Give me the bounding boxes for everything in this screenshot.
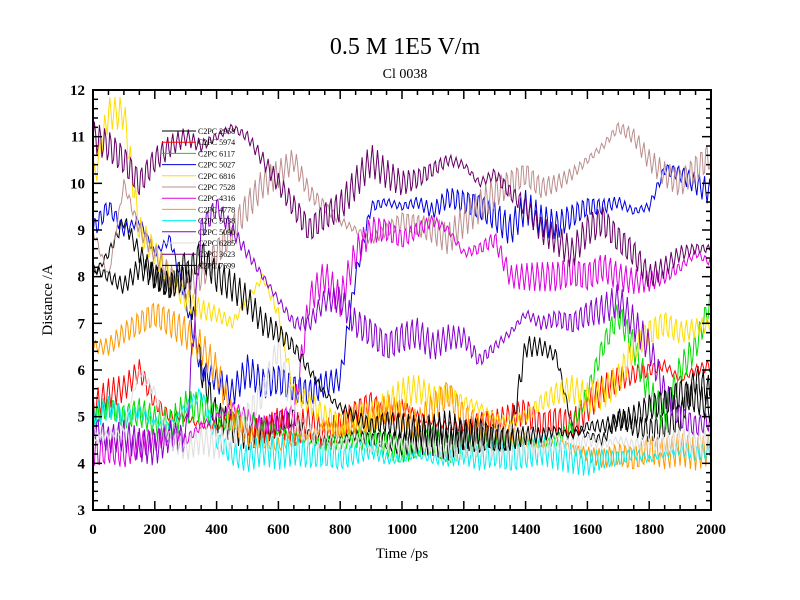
legend: C2PC 2958 C2PC 5974 C2PC 6117 C2PC 5027 C2PC… [162,127,235,270]
legend-label: C2PC 5038 [198,217,235,226]
series-line [92,241,712,453]
y-tick-label: 5 [78,410,86,426]
y-tick-label: 6 [78,363,86,379]
x-tick-label: 400 [205,522,228,538]
series-line [92,387,712,476]
x-tick-label: 800 [329,522,352,538]
series-line [92,292,712,463]
x-tick-label: 600 [267,522,290,538]
y-tick-label: 10 [70,176,85,192]
legend-label: C2PC 4316 [198,194,235,203]
series-line [92,302,712,471]
y-tick-label: 4 [78,456,86,472]
x-tick-label: 1400 [511,522,541,538]
chart-subtitle: Cl 0038 [383,67,428,82]
legend-label: C2PC 6117 [198,149,235,158]
legend-label: C2PC 7699 [198,261,235,270]
y-tick-label: 11 [71,130,85,146]
series-line [92,215,712,468]
x-axis: 0 200 400 600 800 1000 1200 1400 1600 1800 2000 [89,90,726,538]
y-axis: 3 4 5 6 7 8 9 10 11 12 [70,83,711,519]
legend-label: C2PC 6816 [198,172,235,181]
x-tick-label: 2000 [696,522,726,538]
legend-label: C2PC 5027 [198,161,235,170]
legend-label: C2PC 4778 [198,205,235,214]
y-tick-label: 3 [78,503,86,519]
x-tick-label: 1000 [387,522,417,538]
y-tick-label: 12 [70,83,85,99]
series-line [92,96,712,438]
legend-label: C2PC 3623 [198,250,235,259]
x-axis-label: Time /ps [376,546,429,562]
y-tick-label: 7 [78,316,86,332]
series-line [92,198,712,466]
x-tick-label: 1600 [572,522,602,538]
series-line [92,358,712,451]
y-axis-label: Distance /A [40,264,56,335]
y-tick-label: 9 [78,223,86,239]
x-tick-label: 1800 [634,522,664,538]
x-tick-label: 1200 [449,522,479,538]
legend-label: C2PC 2958 [198,127,235,136]
legend-label: C2PC 5974 [198,138,235,147]
legend-label: C2PC 7528 [198,183,235,192]
series-line [92,338,712,462]
series-line [92,121,712,287]
legend-label: C2PC 5090 [198,228,235,237]
legend-label: C2PC 6285 [198,239,235,248]
x-tick-label: 0 [89,522,97,538]
y-tick-label: 8 [78,270,86,286]
chart-title: 0.5 M 1E5 V/m [330,34,481,60]
x-tick-label: 200 [144,522,167,538]
series-layer [92,96,712,476]
